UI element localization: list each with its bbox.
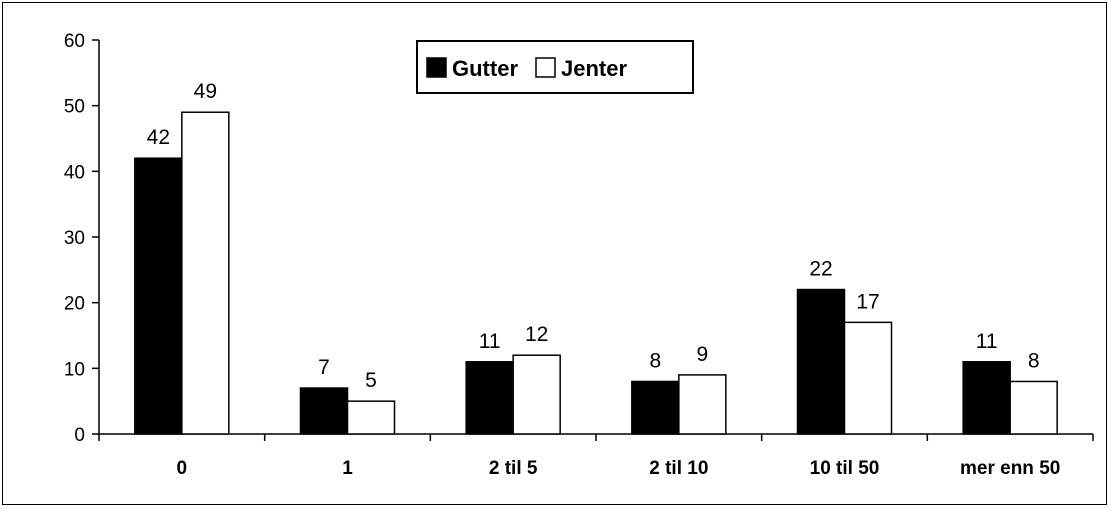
axes: 0 10 20 30 40 50 60 0 1 2 til 5 2 til 10 10 til 50 m… — [64, 31, 1094, 479]
bar-gutter — [631, 380, 680, 435]
x-tick-label: 0 — [177, 458, 188, 479]
bar-gutter — [299, 387, 349, 435]
x-tick-label: 2 til 5 — [489, 458, 538, 479]
y-tick-label: 40 — [64, 162, 85, 183]
bars — [134, 111, 1058, 435]
data-label: 49 — [194, 80, 217, 103]
legend-swatch-gutter — [426, 57, 447, 78]
bar-gutter — [962, 361, 1011, 435]
bar-gutter — [796, 288, 846, 435]
legend-label: Jenter — [561, 56, 627, 81]
bar-gutter — [465, 361, 514, 435]
bar-jenter — [678, 374, 727, 435]
y-tick-label: 60 — [64, 31, 85, 52]
bar-jenter — [1009, 380, 1058, 435]
data-label: 8 — [649, 349, 661, 372]
bar-jenter — [181, 111, 230, 435]
y-tick-label: 20 — [64, 294, 85, 315]
data-label: 8 — [1028, 349, 1040, 372]
data-labels: 42 49 7 5 11 12 8 9 22 17 11 8 — [147, 80, 1040, 392]
y-tick-label: 30 — [64, 228, 85, 249]
bar-gutter — [134, 157, 183, 435]
legend-label: Gutter — [452, 56, 518, 81]
x-tick-label: 10 til 50 — [810, 458, 880, 479]
data-label: 12 — [525, 323, 548, 346]
data-label: 11 — [976, 330, 998, 353]
x-tick-label: 1 — [342, 458, 353, 479]
x-tick-label: mer enn 50 — [960, 458, 1060, 479]
bar-jenter — [843, 321, 893, 435]
legend: Gutter Jenter — [416, 40, 694, 94]
y-tick-label: 0 — [74, 425, 85, 446]
data-label: 42 — [147, 126, 170, 149]
data-label: 9 — [696, 343, 708, 366]
bar-jenter — [512, 354, 561, 435]
legend-swatch-jenter — [535, 57, 556, 78]
y-tick-label: 50 — [64, 97, 85, 118]
x-tick-label: 2 til 10 — [649, 458, 708, 479]
data-label: 7 — [318, 356, 330, 379]
data-label: 5 — [365, 369, 377, 392]
y-tick-label: 10 — [64, 359, 85, 380]
data-label: 17 — [856, 290, 879, 313]
data-label: 11 — [479, 330, 501, 353]
bar-jenter — [346, 400, 396, 435]
data-label: 22 — [809, 258, 832, 281]
